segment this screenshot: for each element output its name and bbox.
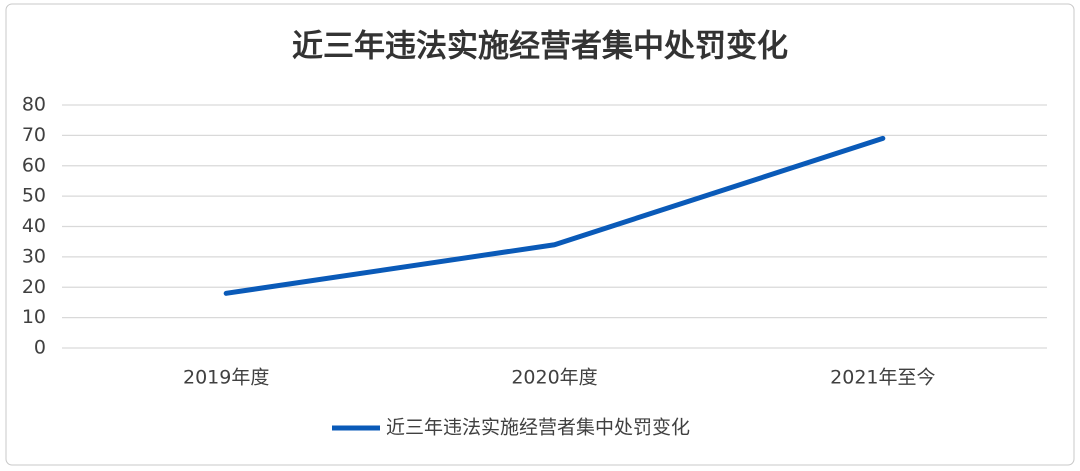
chart-title: 近三年违法实施经营者集中处罚变化	[292, 29, 788, 65]
y-tick-label: 30	[22, 245, 46, 267]
x-tick-label: 2021年至今	[830, 367, 935, 389]
y-tick-label: 40	[22, 215, 46, 237]
x-tick-label: 2020年度	[511, 367, 597, 389]
x-tick-label: 2019年度	[183, 367, 269, 389]
y-tick-label: 80	[22, 94, 46, 116]
y-tick-label: 20	[22, 276, 46, 298]
y-tick-label: 0	[34, 337, 46, 359]
data-line	[223, 135, 886, 296]
y-tick-label: 50	[22, 185, 46, 207]
legend-label: 近三年违法实施经营者集中处罚变化	[386, 417, 690, 439]
y-tick-label: 10	[22, 306, 46, 328]
chart-border	[5, 3, 1075, 466]
y-tick-label: 70	[22, 124, 46, 146]
y-tick-label: 60	[22, 154, 46, 176]
